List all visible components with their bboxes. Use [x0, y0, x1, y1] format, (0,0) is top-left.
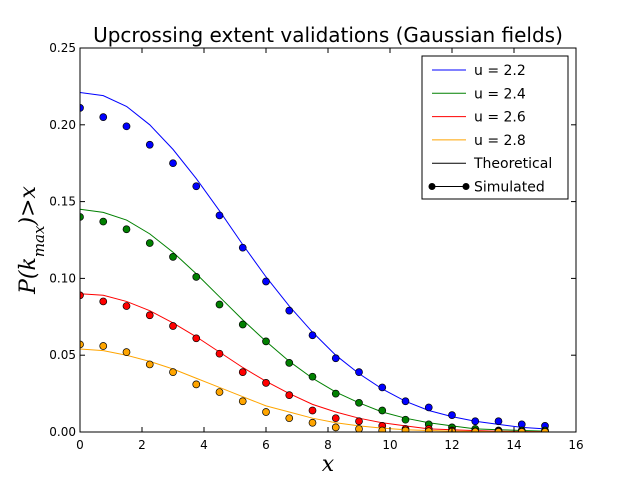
y-tick-label: 0.00 [49, 425, 76, 439]
legend-label: Simulated [474, 180, 545, 196]
simulated-point [99, 342, 108, 350]
simulated-point [262, 378, 270, 387]
simulated-point [285, 391, 294, 399]
theoretical-line-2 [80, 293, 546, 432]
simulated-point [215, 388, 224, 396]
simulated-point [308, 372, 317, 381]
simulated-point [424, 427, 433, 432]
simulated-point [169, 159, 177, 168]
simulated-point [238, 397, 247, 406]
legend-marker [428, 183, 436, 190]
simulated-point [145, 360, 154, 369]
x-tick-label: 6 [262, 438, 270, 452]
simulated-point [448, 411, 456, 419]
theoretical-line-3 [80, 348, 545, 432]
simulated-point [99, 217, 108, 226]
simulated-point [378, 406, 387, 415]
y-tick-label: 0.10 [49, 271, 76, 285]
simulated-point [192, 273, 201, 281]
simulated-point [80, 291, 84, 300]
y-tick-label: 0.25 [49, 41, 76, 55]
simulated-point [238, 243, 247, 252]
simulated-point [145, 140, 154, 149]
simulated-point [99, 297, 108, 306]
simulated-point [122, 122, 131, 131]
simulated-point [331, 354, 340, 363]
simulated-point [192, 334, 201, 343]
simulated-point [262, 337, 270, 346]
simulated-point [80, 340, 84, 349]
simulated-point [192, 380, 201, 389]
simulated-point [80, 213, 84, 221]
simulated-point [285, 306, 294, 315]
y-axis-ticks: 0.00 0.05 0.10 0.15 0.20 0.25 [49, 41, 576, 439]
simulated-point [285, 359, 294, 367]
simulated-point [355, 398, 363, 407]
x-axis-label: x [322, 452, 335, 477]
simulated-point [355, 425, 363, 432]
y-tick-label: 0.15 [49, 195, 76, 209]
simulated-point [238, 320, 247, 329]
x-tick-label: 16 [568, 438, 583, 452]
simulated-point [215, 300, 224, 309]
simulated-point [122, 225, 131, 234]
simulated-point [285, 414, 294, 423]
simulated-point [99, 113, 108, 121]
simulated-point [424, 403, 433, 412]
simulated-point [145, 311, 154, 320]
x-tick-label: 2 [138, 438, 146, 452]
legend-marker [462, 183, 470, 190]
x-tick-label: 8 [324, 438, 332, 452]
simulated-point [308, 331, 317, 340]
simulated-point [378, 383, 387, 392]
simulated-point [169, 368, 177, 376]
x-tick-label: 14 [506, 438, 521, 452]
simulated-point [308, 406, 317, 415]
simulated-point [355, 417, 363, 426]
y-tick-label: 0.05 [49, 348, 76, 362]
simulated-point [401, 426, 410, 432]
simulated-point [262, 277, 270, 286]
chart-title: Upcrossing extent validations (Gaussian … [93, 23, 563, 47]
simulated-point [331, 389, 340, 398]
simulated-point [355, 368, 363, 376]
simulated-point [192, 182, 201, 191]
x-tick-label: 10 [382, 438, 397, 452]
simulated-point [494, 417, 503, 426]
simulated-point [215, 211, 224, 220]
simulated-point [471, 417, 480, 426]
simulated-point [122, 302, 131, 310]
simulated-point [80, 104, 84, 112]
simulated-point [238, 368, 247, 376]
simulated-point [331, 423, 340, 432]
legend: u = 2.2 u = 2.4 u = 2.6 u = 2.8 Theoretical S… [421, 55, 569, 200]
legend-label: u = 2.2 [474, 63, 526, 79]
legend-label: u = 2.6 [474, 110, 526, 126]
legend-label: u = 2.8 [474, 133, 526, 149]
legend-label: u = 2.4 [474, 86, 526, 102]
x-tick-label: 12 [444, 438, 459, 452]
simulated-point [145, 239, 154, 247]
simulated-point [401, 397, 410, 406]
simulated-point [401, 415, 410, 424]
plot-area [79, 47, 577, 433]
simulated-point [308, 418, 317, 427]
x-tick-label: 0 [76, 438, 84, 452]
simulated-point [122, 348, 131, 356]
simulated-point [169, 253, 177, 261]
y-tick-label: 0.20 [49, 118, 76, 132]
simulated-point [215, 349, 224, 358]
legend-label: Theoretical [473, 156, 552, 172]
simulated-point [169, 322, 177, 330]
x-tick-label: 4 [200, 438, 208, 452]
x-axis-ticks: 0 2 4 6 8 10 12 14 16 [76, 48, 584, 452]
simulated-point [378, 426, 387, 432]
legend-box [421, 55, 569, 200]
simulated-point [262, 408, 270, 416]
simulated-point [331, 414, 340, 423]
